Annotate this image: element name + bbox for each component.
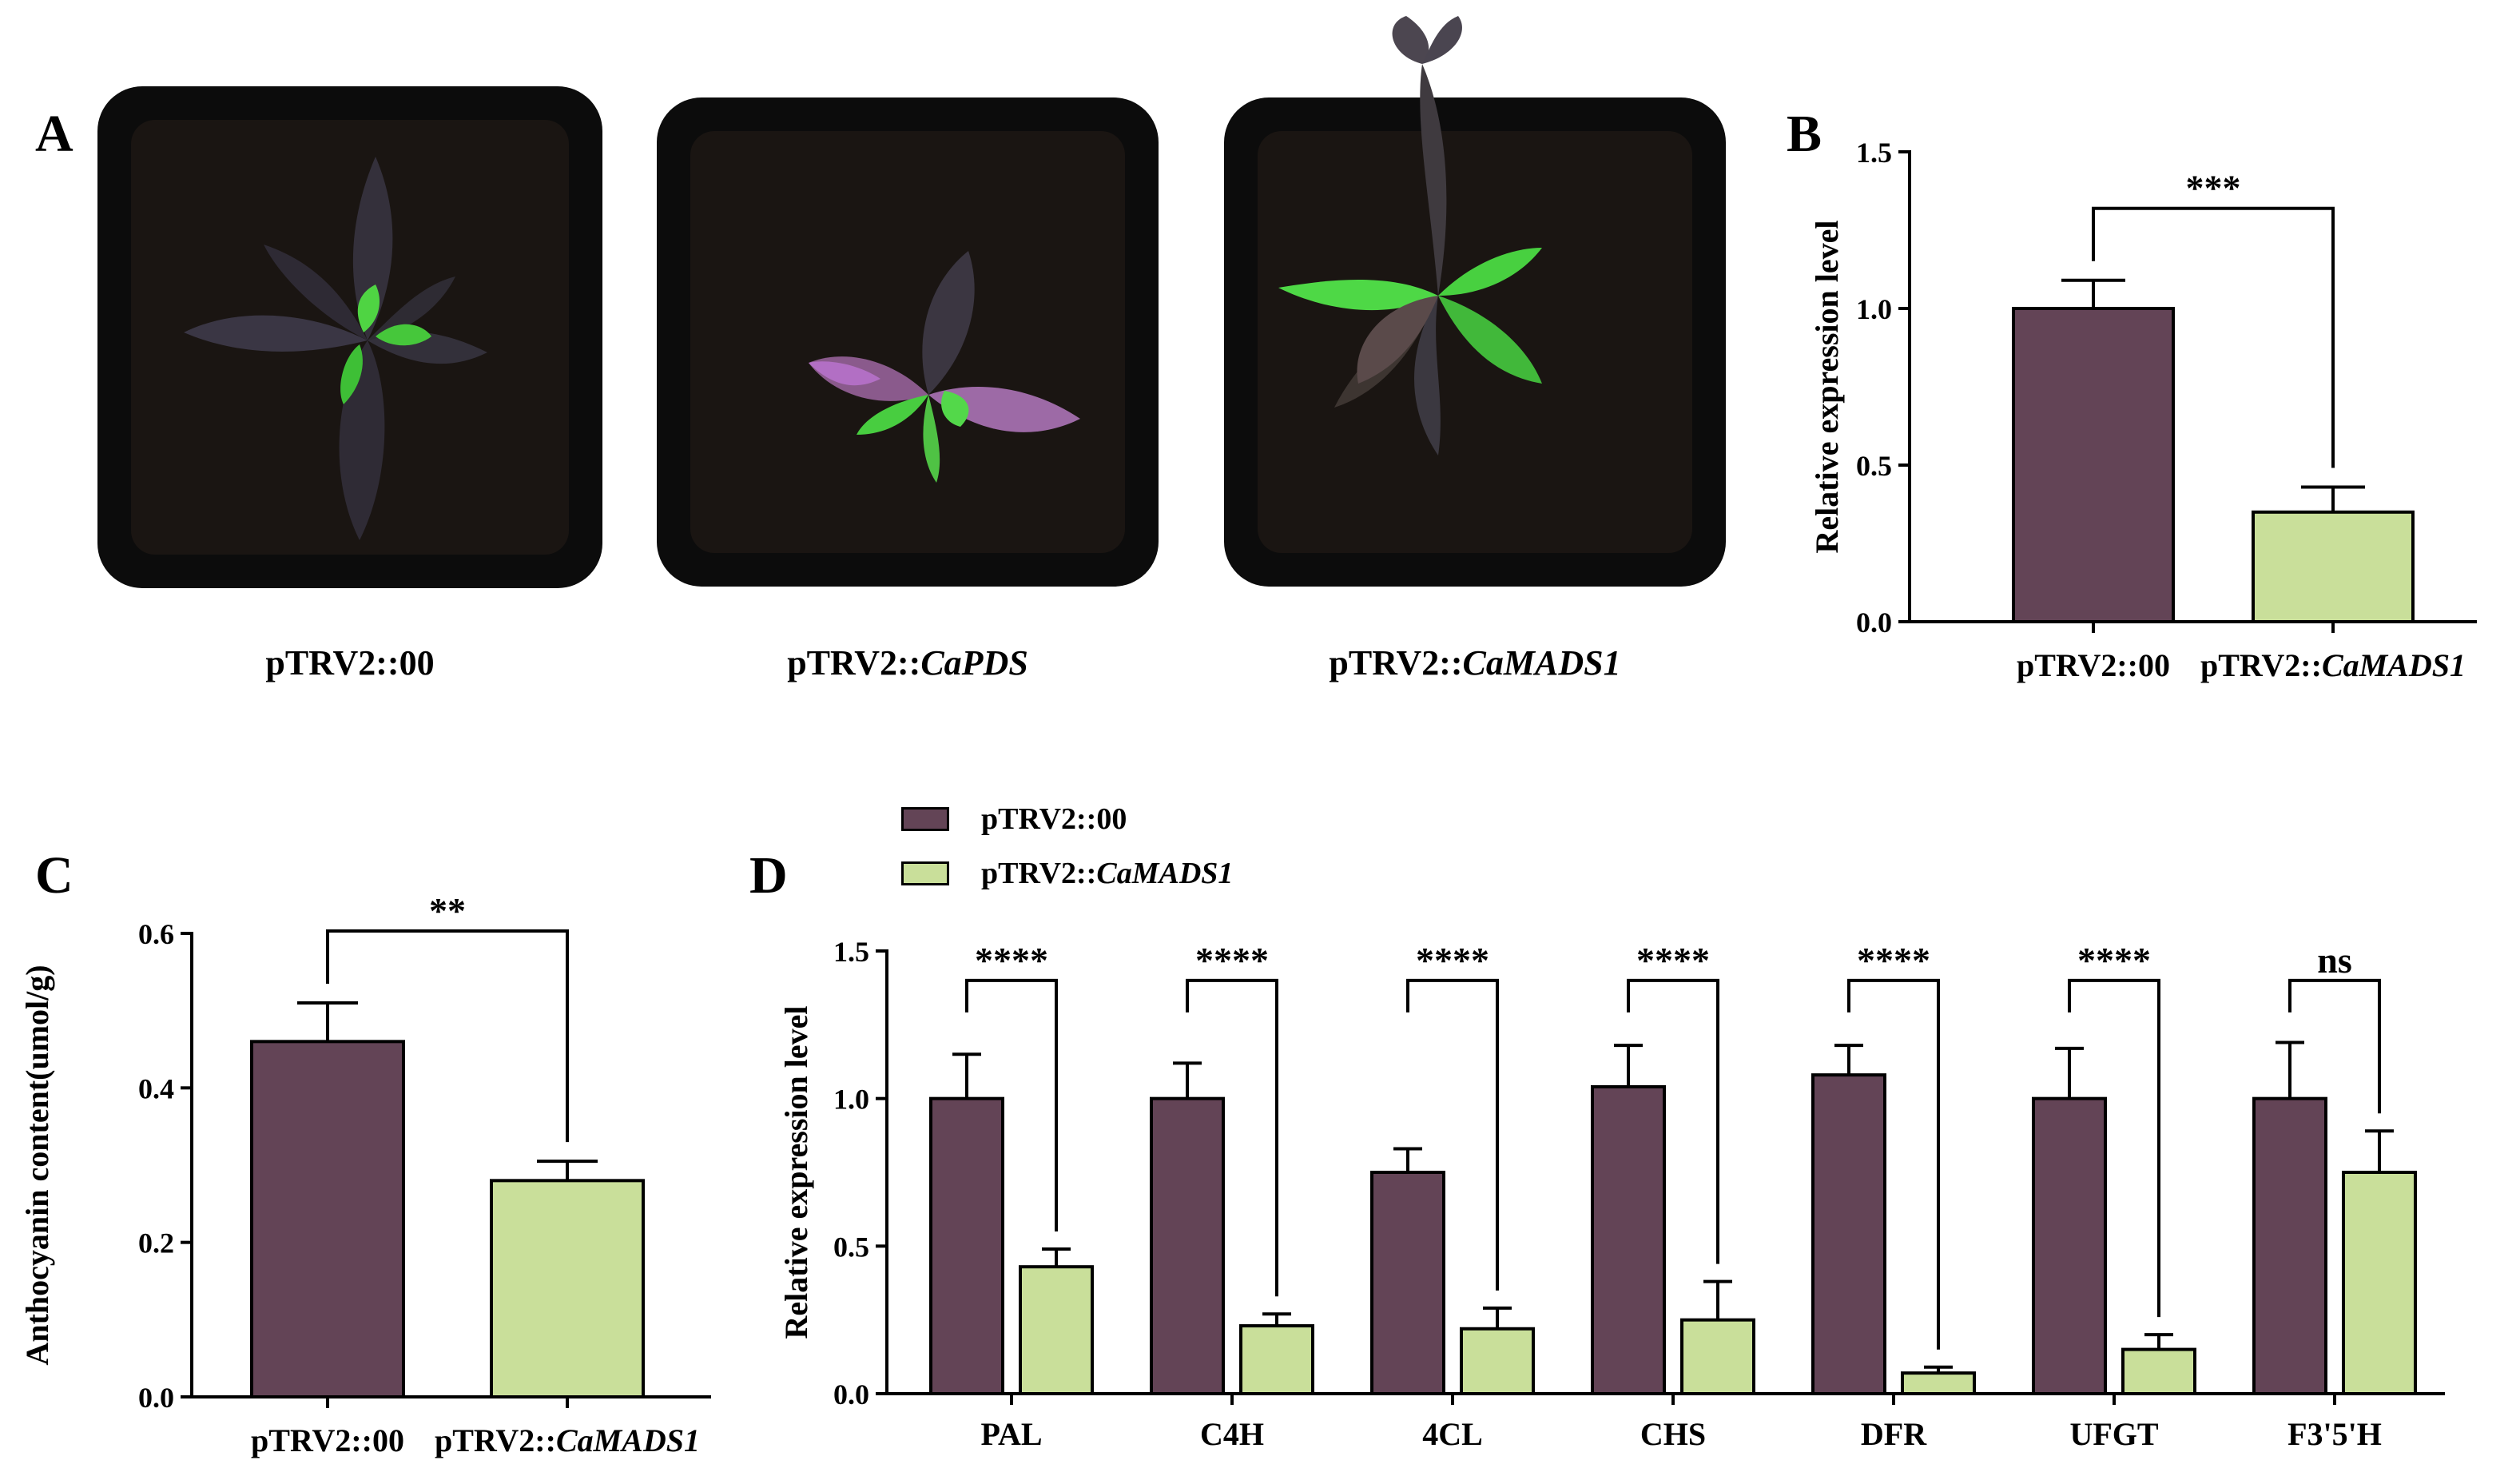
- x-tick-label: pTRV2::00: [251, 1422, 404, 1458]
- bar-control: [2032, 1096, 2107, 1396]
- plant-illustration-tall: [1278, 16, 1542, 456]
- plant-photo-pds: [657, 97, 1159, 587]
- caption-pds: pTRV2::CaPDS: [787, 643, 1028, 682]
- y-tick-label: 1.5: [1856, 137, 1892, 169]
- x-tick-label: pTRV2::CaMADS1: [2200, 647, 2466, 683]
- significance-bracket: [326, 929, 569, 1143]
- chart-c: 0.0 0.2 0.4 0.6 Anthocyanin content(umol/g) p…: [19, 895, 711, 1458]
- significance-label: ****: [975, 940, 1048, 981]
- y-tick-label: 0.2: [138, 1227, 174, 1259]
- chart-b: 0.0 0.5 1.0 1.5 Relative expression level pTR…: [1809, 137, 2477, 683]
- significance-bracket: [2092, 206, 2335, 468]
- bar-control: [929, 1096, 1004, 1396]
- bar-silenced: [1680, 1318, 1755, 1395]
- significance-bracket: [965, 978, 1058, 1232]
- significance-bracket: [1847, 978, 1940, 1350]
- x-tick-label: pTRV2::CaMADS1: [435, 1422, 700, 1458]
- bar-silenced: [1901, 1371, 1976, 1395]
- y-tick-label: 0.0: [1856, 607, 1892, 639]
- y-tick-label: 0.0: [138, 1382, 174, 1414]
- significance-label: ****: [1416, 940, 1489, 981]
- legend-swatch-control: [901, 807, 949, 831]
- legend-d: pTRV2::00 pTRV2::CaMADS1: [901, 799, 1233, 893]
- significance-bracket: [1406, 978, 1499, 1291]
- significance-bracket: [2068, 978, 2160, 1318]
- bar-0: [2012, 307, 2175, 623]
- bar-silenced: [2121, 1347, 2196, 1395]
- y-tick-label: 1.5: [833, 936, 869, 968]
- y-tick-label: 0.6: [138, 918, 174, 950]
- y-tick-label: 0.5: [833, 1231, 869, 1263]
- y-axis-title: Relative expression level: [1809, 221, 1845, 554]
- y-tick-label: 1.0: [1856, 293, 1892, 325]
- bar-1: [2252, 510, 2415, 623]
- significance-label: ****: [1857, 940, 1930, 981]
- x-tick-label: C4H: [1200, 1416, 1264, 1452]
- plant-illustration: [809, 251, 1080, 483]
- bar-silenced: [1460, 1327, 1535, 1395]
- bar-1: [490, 1179, 645, 1398]
- significance-bracket: [2288, 978, 2381, 1114]
- legend-label-control: pTRV2::00: [981, 802, 1127, 836]
- y-tick-label: 0.4: [138, 1072, 174, 1104]
- bar-silenced: [1019, 1265, 1094, 1396]
- x-tick-label: F3'5'H: [2287, 1416, 2382, 1452]
- x-tick-label: DFR: [1861, 1416, 1927, 1452]
- caption-control: pTRV2::00: [265, 643, 435, 682]
- legend-item-control: pTRV2::00: [901, 799, 1233, 839]
- significance-bracket: [1627, 978, 1719, 1264]
- bar-0: [250, 1040, 405, 1398]
- y-tick-label: 0.5: [1856, 450, 1892, 482]
- plant-illustration: [184, 157, 487, 540]
- bar-control: [2252, 1096, 2327, 1396]
- panel-letter-a: A: [35, 105, 74, 163]
- significance-label: ***: [2186, 168, 2241, 209]
- panel-letter-d: D: [749, 846, 788, 905]
- significance-label: ****: [1195, 940, 1269, 981]
- caption-madsl: pTRV2::CaMADS1: [1329, 643, 1621, 682]
- x-tick-label: CHS: [1640, 1416, 1706, 1452]
- significance-label: ****: [2077, 940, 2151, 981]
- bar-control: [1591, 1084, 1666, 1395]
- bar-control: [1370, 1171, 1445, 1395]
- bar-silenced: [2342, 1171, 2417, 1395]
- legend-label-madsl: pTRV2::CaMADS1: [981, 857, 1234, 890]
- x-tick-label: pTRV2::00: [2017, 647, 2170, 683]
- x-tick-label: UFGT: [2069, 1416, 2158, 1452]
- y-axis-title: Relative expression level: [778, 1006, 814, 1339]
- significance-bracket: [1186, 978, 1278, 1297]
- panel-letter-b: B: [1787, 105, 1822, 163]
- legend-swatch-madsl: [901, 861, 949, 885]
- y-tick-label: 1.0: [833, 1084, 869, 1116]
- legend-item-madsl: pTRV2::CaMADS1: [901, 853, 1233, 893]
- chart-d: 0.0 0.5 1.0 1.5 Relative expression level PAL…: [778, 936, 2445, 1452]
- x-tick-label: PAL: [980, 1416, 1042, 1452]
- y-tick-label: 0.0: [833, 1379, 869, 1410]
- significance-label: ****: [1636, 940, 1710, 981]
- y-axis-title: Anthocyanin content(umol/g): [19, 965, 55, 1365]
- significance-label: **: [429, 895, 466, 931]
- bar-control: [1811, 1073, 1886, 1395]
- panel-letter-c: C: [35, 846, 74, 905]
- bar-control: [1150, 1096, 1225, 1396]
- bar-silenced: [1239, 1324, 1314, 1396]
- plant-photo-control: [97, 86, 602, 588]
- x-tick-label: 4CL: [1422, 1416, 1483, 1452]
- significance-label: ns: [2317, 940, 2351, 981]
